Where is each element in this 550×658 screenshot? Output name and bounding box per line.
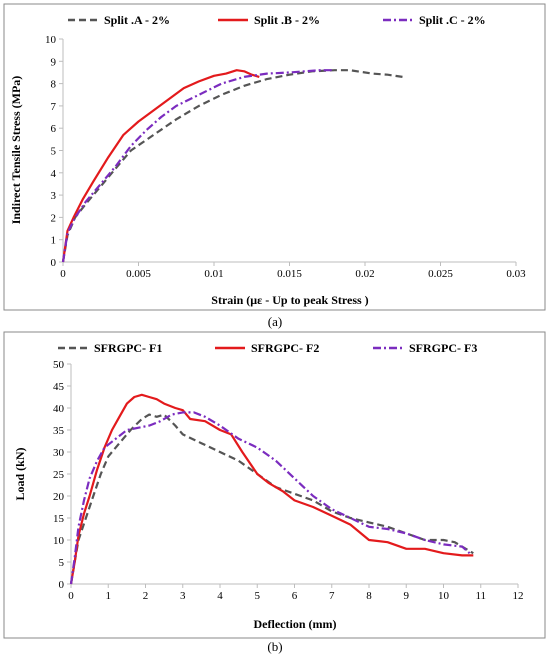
legend-label-3: SFRGPC- F3 [409, 341, 477, 355]
y-tick-label: 5 [59, 557, 65, 569]
y-tick-label: 9 [51, 56, 57, 68]
x-tick-label: 6 [292, 590, 298, 602]
x-tick-label: 12 [513, 590, 524, 602]
x-tick-label: 0.03 [506, 268, 526, 280]
x-tick-label: 0.015 [277, 268, 302, 280]
y-tick-label: 7 [51, 101, 57, 113]
x-tick-label: 0.005 [126, 268, 151, 280]
y-tick-label: 30 [53, 447, 65, 459]
y-tick-label: 45 [53, 381, 65, 393]
x-tick-label: 0 [60, 268, 66, 280]
series-line-3 [69, 411, 471, 585]
y-tick-label: 8 [51, 79, 57, 91]
y-tick-label: 40 [53, 403, 65, 415]
legend-label-1: SFRGPC- F1 [94, 341, 162, 355]
legend-a: Split .A - 2% Split .B - 2% Split .C - 2% [68, 13, 486, 27]
y-tick-label: 35 [53, 425, 65, 437]
panel-a-xlabel: Strain (με - Up to peak Stress ) [211, 293, 368, 307]
x-tick-label: 11 [475, 590, 486, 602]
x-tick-label: 3 [180, 590, 186, 602]
y-tick-label: 50 [53, 359, 65, 371]
legend-label-3: Split .C - 2% [419, 13, 486, 27]
x-tick-label: 8 [366, 590, 372, 602]
legend-b: SFRGPC- F1 SFRGPC- F2 SFRGPC- F3 [58, 341, 477, 355]
panel-a: Split .A - 2% Split .B - 2% Split .C - 2% … [3, 3, 546, 311]
x-tick-label: 4 [217, 590, 223, 602]
caption-a: (a) [268, 314, 282, 329]
x-tick-label: 5 [255, 590, 261, 602]
y-tick-label: 10 [53, 535, 65, 547]
y-tick-label: 10 [45, 34, 57, 46]
series-line-3 [61, 69, 332, 263]
x-tick-label: 0.02 [355, 268, 374, 280]
x-tick-label: 0.01 [204, 268, 223, 280]
panel-b-ylabel: Load (kN) [13, 447, 27, 500]
series-line-2 [69, 393, 474, 585]
legend-label-2: SFRGPC- F2 [251, 341, 319, 355]
y-tick-label: 1 [51, 235, 57, 247]
y-tick-label: 4 [51, 168, 57, 180]
x-tick-label: 10 [438, 590, 450, 602]
x-tick-label: 2 [143, 590, 149, 602]
y-tick-label: 25 [53, 469, 65, 481]
legend-label-1: Split .A - 2% [104, 13, 170, 27]
y-tick-label: 2 [51, 212, 57, 224]
y-tick-label: 3 [51, 190, 57, 202]
caption-b: (b) [267, 639, 282, 654]
y-tick-label: 6 [51, 123, 57, 135]
x-tick-label: 0 [68, 590, 74, 602]
series-line-1 [61, 69, 403, 263]
panel-b-xlabel: Deflection (mm) [254, 617, 337, 631]
panel-a-ylabel: Indirect Tensile Stress (MPa) [9, 76, 23, 225]
x-tick-label: 1 [106, 590, 112, 602]
y-tick-label: 5 [51, 146, 57, 158]
x-tick-label: 9 [404, 590, 410, 602]
y-tick-label: 15 [53, 513, 65, 525]
plot-a: 0 0.005 0.01 0.015 0.02 0.025 0.03 0 1 2 3 4 5 6 7 8 9 10 [45, 34, 526, 280]
x-tick-label: 0.025 [428, 268, 453, 280]
y-tick-label: 20 [53, 491, 65, 503]
series-line-2 [61, 69, 260, 263]
y-tick-label: 0 [59, 579, 65, 591]
panel-a-frame [3, 3, 546, 311]
panel-b-frame [3, 331, 546, 639]
y-tick-label: 0 [51, 257, 57, 269]
legend-label-2: Split .B - 2% [254, 13, 320, 27]
x-tick-label: 7 [329, 590, 335, 602]
